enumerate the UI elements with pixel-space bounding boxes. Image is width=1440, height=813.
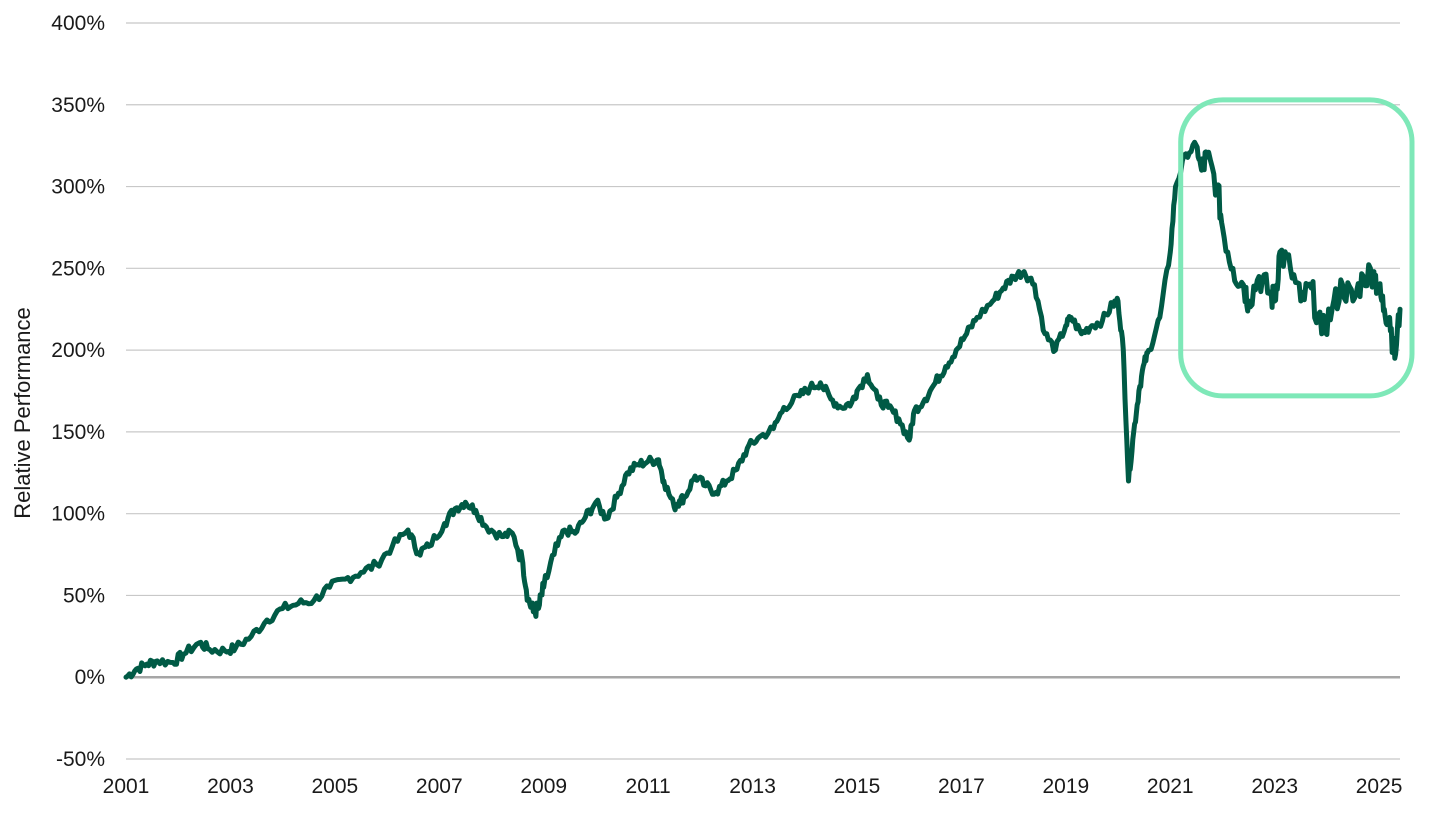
highlight-box [1178,97,1415,399]
x-tick-label: 2019 [1042,775,1089,798]
gridlines [126,22,1400,760]
highlight-layer [1178,97,1415,399]
x-axis-ticks: 2001 2003 2005 2007 2009 2011 2013 2015 2017 2019… [103,775,1403,798]
x-tick-label: 2023 [1251,775,1298,798]
y-tick-label: 400% [51,12,105,35]
y-tick-label: 100% [51,503,105,526]
x-tick-label: 2011 [626,775,671,798]
y-tick-label: 0% [75,666,105,689]
y-tick-label: 250% [51,257,105,280]
x-tick-label: 2005 [311,775,358,798]
y-tick-label: 200% [51,339,105,362]
x-tick-label: 2007 [416,775,463,798]
series-line [123,139,1403,680]
y-tick-label: 350% [51,94,105,117]
y-tick-label: 150% [51,421,105,444]
y-axis-title: Relative Performance [10,307,35,519]
y-tick-label: -50% [56,748,105,771]
x-tick-label: 2015 [834,775,881,798]
y-axis-ticks: -50% 0% 50% 100% 150% 200% 250% 300% 350% 400% [51,12,105,771]
x-tick-label: 2001 [103,775,150,798]
x-tick-label: 2017 [938,775,985,798]
x-tick-label: 2021 [1147,775,1194,798]
y-tick-label: 300% [51,176,105,199]
x-tick-label: 2013 [729,775,776,798]
series-layer [123,139,1403,680]
y-tick-label: 50% [63,584,105,607]
x-tick-label: 2003 [207,775,254,798]
x-tick-label: 2025 [1356,775,1403,798]
x-tick-label: 2009 [520,775,567,798]
